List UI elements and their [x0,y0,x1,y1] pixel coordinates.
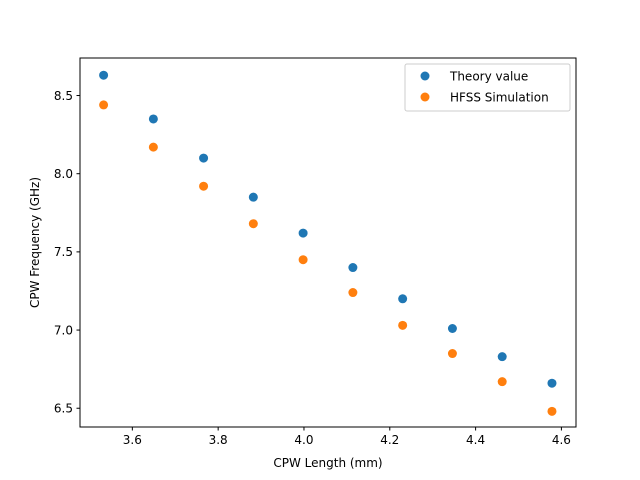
y-tick-label: 7.0 [54,323,73,337]
x-axis-label: CPW Length (mm) [273,456,382,470]
y-axis-ticks: 6.5 7.0 7.5 8.0 8.5 [54,89,80,416]
x-tick-label: 4.0 [294,433,313,447]
data-point-hfss [199,181,209,191]
data-point-theory [298,228,308,238]
data-point-theory [348,263,358,273]
y-tick-label: 8.5 [54,89,73,103]
plot-area-frame [79,57,577,428]
legend-label-hfss: HFSS Simulation [450,91,549,105]
data-point-hfss [348,288,358,298]
data-point-hfss [148,142,158,152]
legend-marker-theory [420,71,430,81]
x-tick-label: 4.4 [466,433,485,447]
data-point-hfss [497,377,507,387]
data-point-theory [447,323,457,333]
x-axis-ticks: 3.6 3.8 4.0 4.2 4.4 4.6 [123,427,571,447]
data-point-theory [199,153,209,163]
data-point-theory [547,378,557,388]
legend-box [404,63,571,112]
data-point-theory [398,294,408,304]
y-axis-label: CPW Frequency (GHz) [28,177,42,308]
y-tick-label: 6.5 [54,402,73,416]
x-tick-label: 3.6 [123,433,142,447]
data-point-hfss [298,255,308,265]
legend-label-theory: Theory value [449,70,528,84]
legend-marker-hfss [420,92,430,102]
x-tick-label: 4.2 [380,433,399,447]
data-point-hfss [447,349,457,359]
data-point-theory [99,70,109,80]
legend: Theory value HFSS Simulation [404,63,571,112]
x-tick-label: 3.8 [209,433,228,447]
data-point-hfss [398,320,408,330]
data-point-theory [248,192,258,202]
data-points [99,70,557,416]
y-tick-label: 8.0 [54,167,73,181]
data-point-hfss [547,406,557,416]
data-point-hfss [248,219,258,229]
data-point-theory [497,352,507,362]
y-tick-label: 7.5 [54,245,73,259]
data-point-theory [148,114,158,124]
data-point-hfss [99,100,109,110]
x-tick-label: 4.6 [552,433,571,447]
